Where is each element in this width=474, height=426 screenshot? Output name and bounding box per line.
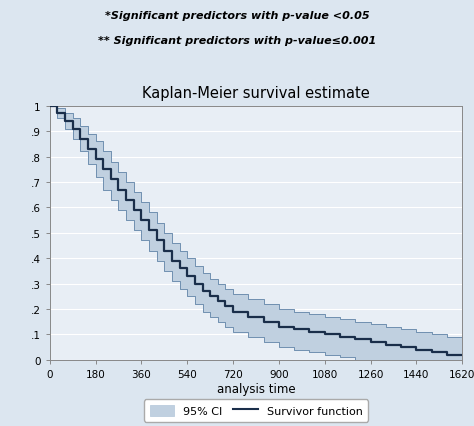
Text: ** Significant predictors with p-value≤0.001: ** Significant predictors with p-value≤0… bbox=[98, 36, 376, 46]
Text: *Significant predictors with p-value <0.05: *Significant predictors with p-value <0.… bbox=[105, 11, 369, 20]
X-axis label: analysis time: analysis time bbox=[217, 382, 295, 395]
Legend: 95% CI, Survivor function: 95% CI, Survivor function bbox=[144, 400, 368, 422]
Title: Kaplan-Meier survival estimate: Kaplan-Meier survival estimate bbox=[142, 86, 370, 101]
